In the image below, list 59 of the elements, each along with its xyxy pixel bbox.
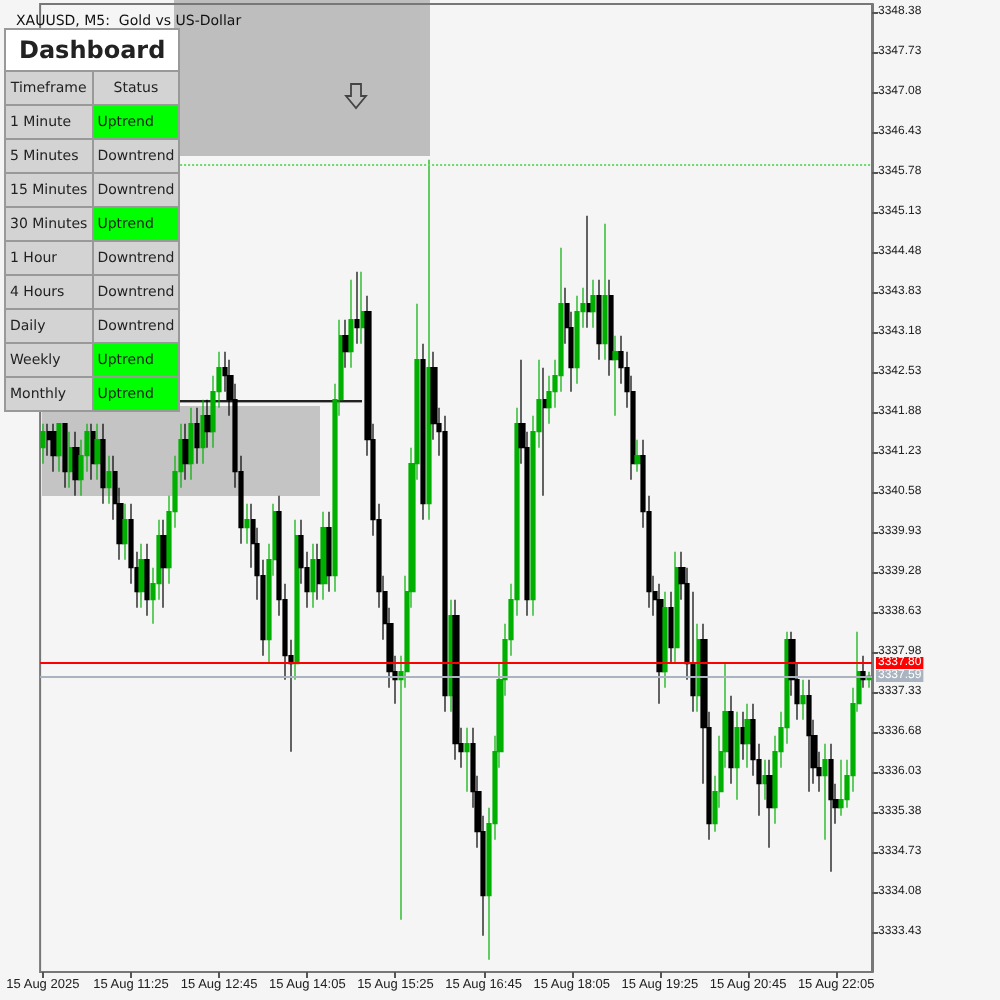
candlestick (662, 591, 668, 689)
candlestick (326, 511, 332, 593)
candlestick (574, 295, 580, 385)
candlestick (608, 279, 614, 377)
candlestick (50, 423, 58, 473)
candlestick (800, 679, 806, 721)
candlestick (442, 415, 448, 713)
candlestick (182, 423, 190, 481)
candlestick (822, 743, 828, 841)
candlestick (354, 271, 360, 345)
candlestick (310, 543, 316, 609)
candlestick (612, 335, 620, 417)
candlestick (122, 503, 128, 561)
candlestick (634, 439, 642, 473)
candlestick (138, 543, 146, 609)
candlestick (342, 319, 350, 369)
candlestick (68, 431, 74, 489)
candlestick (586, 215, 592, 329)
candlestick (420, 343, 426, 521)
candlestick (244, 503, 250, 545)
candlestick (200, 399, 206, 465)
candlestick (596, 279, 602, 361)
candlestick (348, 279, 354, 369)
candlestick (320, 511, 328, 601)
candlestick (734, 711, 740, 801)
candlestick (188, 407, 194, 481)
candlestick (806, 679, 812, 793)
candlestick (838, 759, 844, 817)
candlestick (590, 279, 596, 329)
candlestick (762, 759, 768, 801)
candlestick (674, 551, 680, 665)
candlestick (828, 743, 834, 873)
candlestick (204, 399, 212, 449)
candlestick (464, 727, 470, 793)
candlestick (100, 423, 106, 505)
candlestick (160, 519, 168, 609)
candlestick (668, 591, 674, 665)
candlestick (766, 759, 774, 849)
candlestick (56, 423, 62, 473)
candlestick (542, 367, 548, 497)
candlestick (40, 423, 46, 465)
candlestick (744, 703, 752, 769)
candlestick (360, 271, 366, 345)
candlestick (602, 223, 608, 361)
candlestick (426, 159, 432, 521)
candlestick (72, 431, 80, 497)
candlestick (728, 695, 734, 785)
candlestick (62, 423, 68, 489)
candlestick (90, 423, 96, 481)
candlestick (106, 455, 112, 505)
candlestick (452, 599, 460, 761)
candlestick (740, 711, 746, 761)
candlestick (94, 423, 102, 481)
candlestick (316, 543, 322, 601)
candlestick (194, 407, 200, 465)
candlestick (294, 519, 300, 681)
text: Dashboard (5, 29, 180, 71)
candlestick (656, 583, 664, 705)
candlestick (144, 543, 150, 617)
